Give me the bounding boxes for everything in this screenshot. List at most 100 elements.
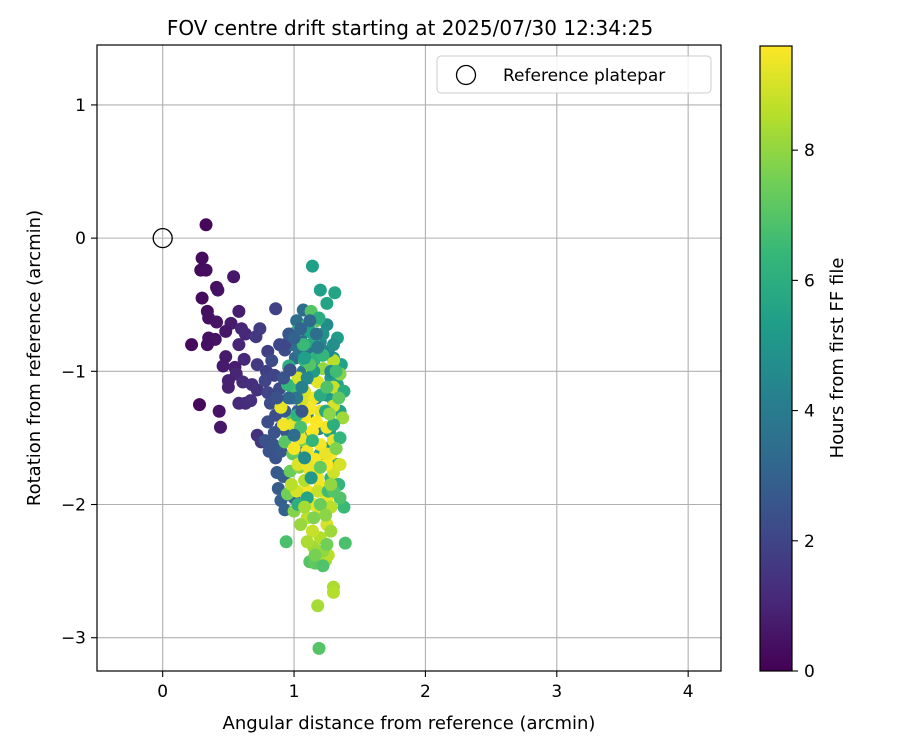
data-point [249,330,263,344]
chart-title: FOV centre drift starting at 2025/07/30 … [167,16,653,40]
data-point [295,380,309,394]
data-point [300,535,314,549]
y-axis-ticks: 1 0 −1 −2 −3 [61,96,97,649]
data-point [298,451,312,465]
data-point [279,535,293,549]
data-point [305,524,319,538]
data-point [199,218,213,232]
legend-box [436,55,712,94]
data-point [296,338,310,352]
data-point [332,391,346,405]
data-point [313,460,327,474]
data-point [250,358,264,372]
data-point [304,471,318,485]
colorbar-tick-label: 8 [804,141,815,161]
data-point [305,259,319,273]
data-point [326,418,340,432]
data-point [213,420,227,434]
data-point [250,383,264,397]
data-point [323,407,337,421]
data-point [307,511,321,525]
data-point [333,458,347,472]
x-tick-label: 3 [551,682,562,702]
data-point [282,391,296,405]
data-point [212,404,226,418]
data-point [295,404,309,418]
data-point [287,428,301,442]
data-point [277,371,291,385]
data-point [311,340,325,354]
data-point [278,435,292,449]
x-tick-label: 2 [420,682,431,702]
data-point [313,283,327,297]
data-point [284,478,298,492]
data-point [237,352,251,366]
data-point [312,641,326,655]
data-point [326,585,340,599]
y-axis-label: Rotation from reference (arcmin) [24,210,45,506]
data-point [278,338,292,352]
colorbar-tick-label: 2 [804,532,815,552]
reference-platepar-marker [152,227,173,249]
x-axis-label: Angular distance from reference (arcmin) [223,713,596,734]
data-point [336,411,350,425]
colorbar-tick-label: 6 [804,271,815,291]
data-points [185,218,352,655]
data-point [219,324,233,338]
data-point [329,364,343,378]
data-point [261,415,275,429]
colorbar-tick-label: 4 [804,402,815,422]
y-tick-label: −3 [61,629,86,649]
data-point [294,517,308,531]
data-point [265,354,279,368]
data-point [195,251,209,265]
data-point [192,398,206,412]
data-point [227,270,241,284]
legend-marker-icon [455,64,477,86]
data-point [211,283,225,297]
data-point [298,351,312,365]
data-point [303,314,317,328]
data-point [333,431,347,445]
data-point [319,508,333,522]
data-point [320,537,334,551]
data-point [316,559,330,573]
data-point [320,296,334,310]
colorbar-frame [759,45,793,672]
data-point [328,286,342,300]
x-tick-label: 1 [289,682,300,702]
data-point [238,327,252,341]
data-point [308,548,322,562]
data-point [277,418,291,432]
data-point [298,500,312,514]
y-tick-label: −2 [61,496,86,516]
data-point [338,536,352,550]
data-point [267,426,281,440]
data-point [287,331,301,345]
data-point [324,478,338,492]
data-point [319,447,333,461]
x-tick-label: 4 [683,682,694,702]
data-point [269,302,283,316]
data-point [294,322,308,336]
data-point [305,434,319,448]
data-point [326,338,340,352]
y-tick-label: 0 [75,229,86,249]
data-point [311,599,325,613]
data-point [313,498,327,512]
plot-frame [96,44,722,672]
x-axis-ticks: 0 1 2 3 4 [157,671,694,702]
y-tick-label: 1 [75,96,86,116]
data-point [232,338,246,352]
data-point [324,524,338,538]
data-point [244,394,258,408]
legend-label: Reference platepar [503,66,665,86]
data-point [232,304,246,318]
data-point [216,359,230,373]
colorbar-ticks: 0 2 4 6 8 [792,141,815,682]
data-point [309,327,323,341]
data-point [287,442,301,456]
x-tick-label: 0 [157,682,168,702]
